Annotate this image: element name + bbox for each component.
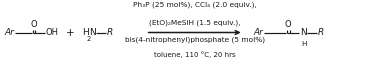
Text: R: R [318, 28, 324, 37]
Text: +: + [66, 27, 75, 38]
Text: O: O [31, 20, 37, 29]
Text: Ar: Ar [5, 28, 14, 37]
Text: N: N [89, 28, 96, 37]
Text: Ar: Ar [253, 28, 263, 37]
Text: Ph₃P (25 mol%), CCl₄ (2.0 equiv.),: Ph₃P (25 mol%), CCl₄ (2.0 equiv.), [133, 2, 257, 8]
Text: 2: 2 [87, 36, 91, 42]
Text: (EtO)₂MeSiH (1.5 equiv.),: (EtO)₂MeSiH (1.5 equiv.), [149, 20, 240, 26]
Text: N: N [300, 28, 307, 37]
Text: H: H [82, 28, 88, 37]
Text: OH: OH [46, 28, 59, 37]
Text: toluene, 110 °C, 20 hrs: toluene, 110 °C, 20 hrs [154, 52, 235, 58]
Text: R: R [107, 28, 113, 37]
Text: H: H [301, 41, 307, 47]
Text: O: O [285, 20, 291, 29]
Text: bis(4-nitrophenyl)phosphate (5 mol%): bis(4-nitrophenyl)phosphate (5 mol%) [125, 36, 265, 43]
